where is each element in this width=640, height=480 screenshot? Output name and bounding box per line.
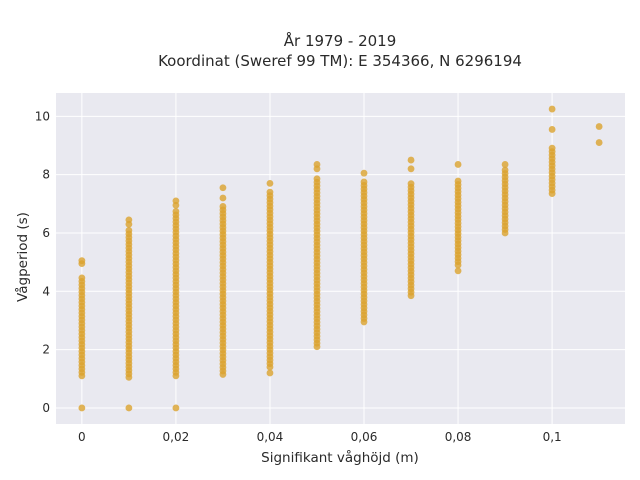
- data-point: [266, 180, 274, 187]
- data-point: [78, 274, 86, 282]
- y-tick-label: 6: [42, 226, 50, 240]
- data-point: [172, 197, 180, 205]
- data-point: [454, 177, 462, 185]
- x-tick-label: 0: [78, 430, 86, 444]
- x-tick-label: 0,08: [445, 430, 472, 444]
- data-point: [78, 404, 86, 412]
- chart-title-line-2: Koordinat (Sweref 99 TM): E 354366, N 62…: [158, 52, 522, 70]
- x-axis-ticks: 0 0,02 0,04 0,06 0,08 0,1: [78, 430, 562, 444]
- data-point: [360, 178, 368, 186]
- data-point: [501, 166, 509, 174]
- data-point: [548, 144, 556, 152]
- data-point: [172, 404, 180, 412]
- data-point: [454, 267, 462, 275]
- data-point: [219, 184, 227, 192]
- data-points: [78, 105, 603, 412]
- y-tick-label: 4: [42, 284, 50, 298]
- data-point: [407, 165, 415, 173]
- y-tick-label: 0: [42, 401, 50, 415]
- data-point: [172, 208, 180, 215]
- y-tick-label: 8: [42, 168, 50, 182]
- data-point: [125, 226, 133, 234]
- y-tick-label: 2: [42, 343, 50, 357]
- x-tick-label: 0,04: [257, 430, 284, 444]
- x-tick-label: 0,02: [163, 430, 190, 444]
- data-point: [407, 156, 415, 164]
- x-tick-label: 0,1: [543, 430, 562, 444]
- data-point: [125, 404, 133, 412]
- data-point: [125, 216, 133, 224]
- data-point: [313, 161, 321, 168]
- data-point: [595, 139, 603, 146]
- plot-area: [56, 93, 625, 424]
- data-point: [407, 180, 415, 188]
- x-tick-label: 0,06: [351, 430, 378, 444]
- data-point: [501, 161, 509, 168]
- data-point: [78, 257, 86, 265]
- y-axis-ticks: 0 2 4 6 8 10: [35, 109, 50, 415]
- data-point: [360, 169, 368, 177]
- data-point: [266, 188, 274, 196]
- data-point: [595, 123, 603, 130]
- data-point: [548, 126, 556, 133]
- data-point: [266, 369, 274, 377]
- y-tick-label: 10: [35, 109, 50, 123]
- data-point: [454, 161, 462, 168]
- data-point: [219, 203, 227, 210]
- y-axis-label: Vågperiod (s): [14, 212, 31, 302]
- chart-title-line-1: År 1979 - 2019: [284, 31, 397, 50]
- x-axis-label: Signifikant våghöjd (m): [261, 449, 419, 466]
- data-point: [313, 175, 321, 183]
- data-point: [219, 194, 227, 202]
- data-point: [548, 105, 556, 113]
